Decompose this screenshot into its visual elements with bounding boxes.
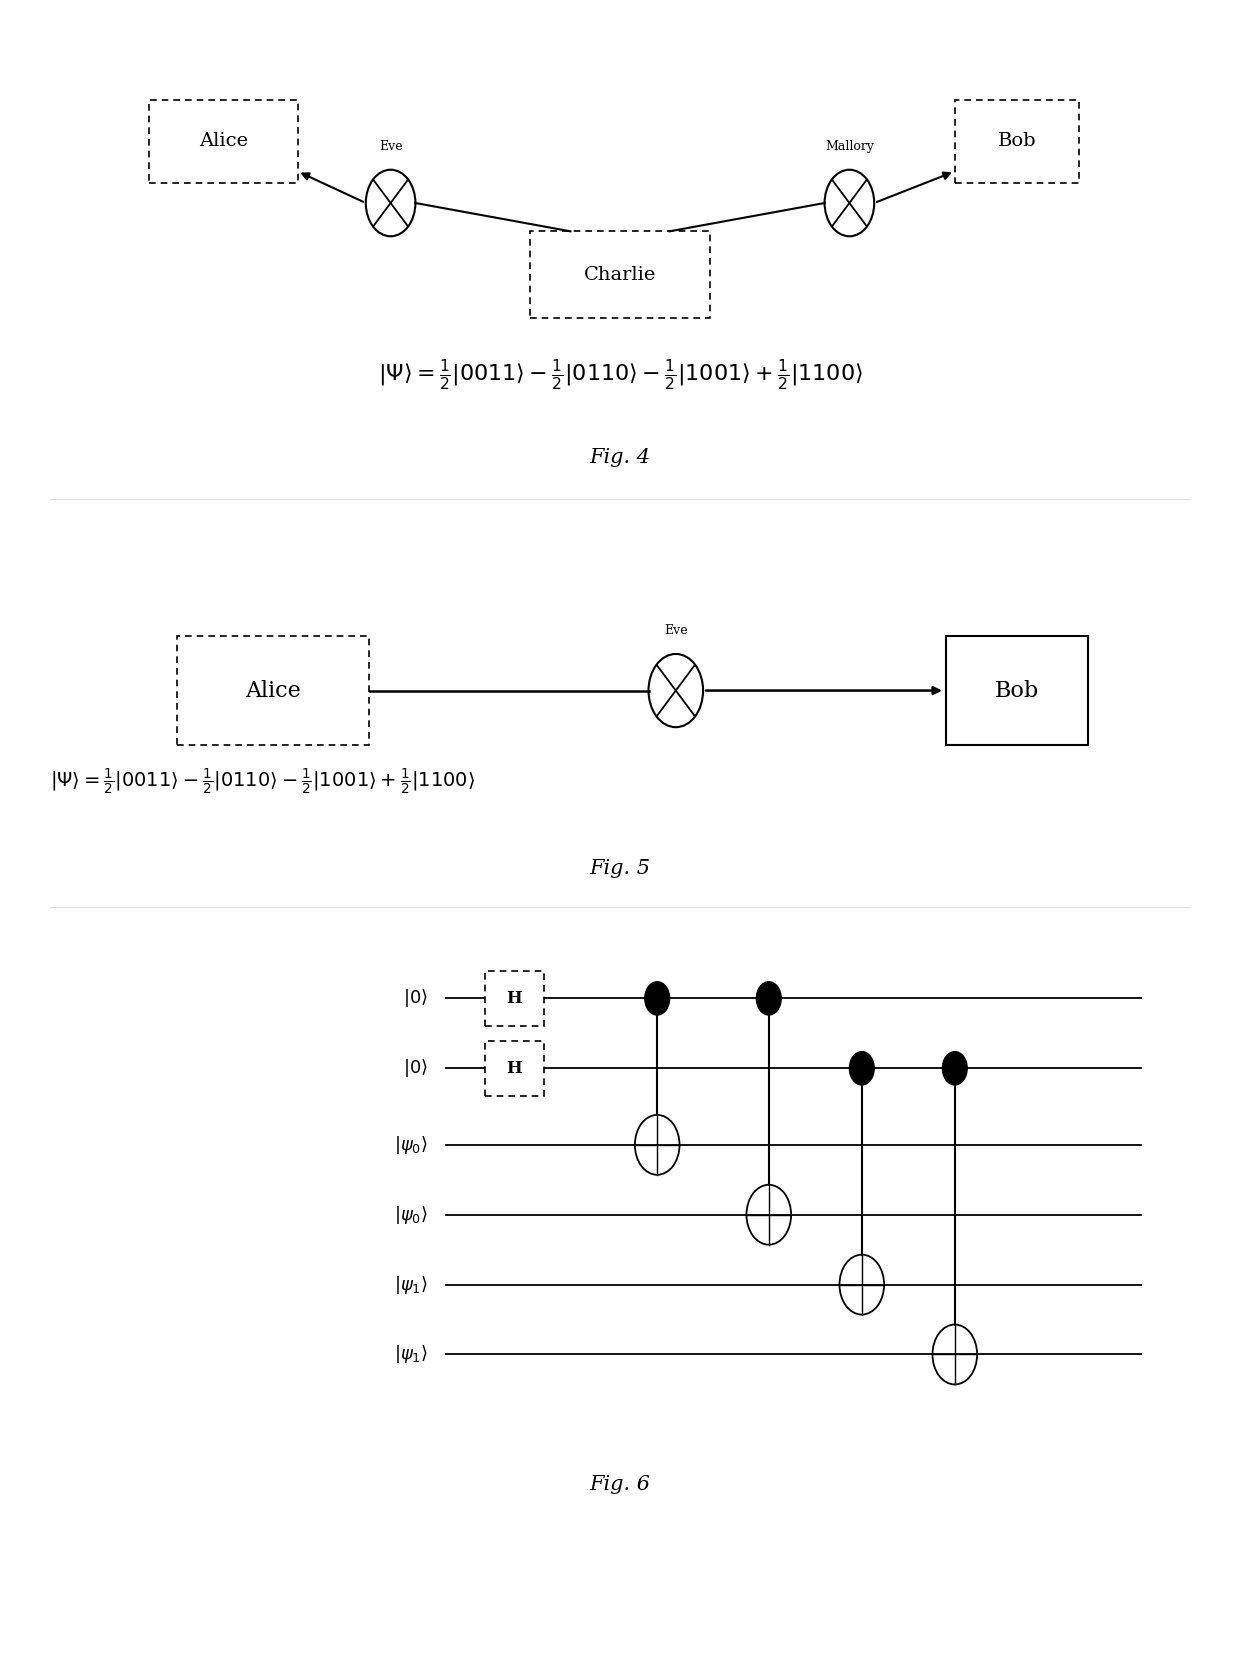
Text: $|\Psi\rangle = \frac{1}{2}|0011\rangle - \frac{1}{2}|0110\rangle - \frac{1}{2}|: $|\Psi\rangle = \frac{1}{2}|0011\rangle …: [377, 356, 863, 393]
Text: $|0\rangle$: $|0\rangle$: [403, 1057, 428, 1080]
Text: H: H: [507, 990, 522, 1007]
FancyBboxPatch shape: [955, 100, 1079, 183]
Text: Charlie: Charlie: [584, 266, 656, 283]
Text: Bob: Bob: [997, 133, 1037, 150]
Text: Fig. 4: Fig. 4: [589, 448, 651, 468]
FancyBboxPatch shape: [485, 972, 544, 1025]
Text: Eve: Eve: [378, 140, 403, 153]
Text: $|\Psi\rangle = \frac{1}{2}|0011\rangle - \frac{1}{2}|0110\rangle - \frac{1}{2}|: $|\Psi\rangle = \frac{1}{2}|0011\rangle …: [50, 767, 475, 797]
Text: H: H: [507, 1060, 522, 1077]
FancyBboxPatch shape: [531, 231, 709, 318]
Circle shape: [645, 982, 670, 1015]
Text: Alice: Alice: [246, 679, 300, 702]
Text: Eve: Eve: [663, 624, 688, 637]
Circle shape: [849, 1052, 874, 1085]
Circle shape: [942, 1052, 967, 1085]
Text: $|\psi_0\rangle$: $|\psi_0\rangle$: [394, 1133, 428, 1156]
FancyBboxPatch shape: [177, 636, 370, 745]
Text: Fig. 5: Fig. 5: [589, 859, 651, 879]
Text: Bob: Bob: [994, 679, 1039, 702]
FancyBboxPatch shape: [485, 1042, 544, 1095]
Circle shape: [756, 982, 781, 1015]
FancyBboxPatch shape: [149, 100, 298, 183]
Text: $|\psi_0\rangle$: $|\psi_0\rangle$: [394, 1203, 428, 1226]
Text: Fig. 6: Fig. 6: [589, 1474, 651, 1494]
Text: $|0\rangle$: $|0\rangle$: [403, 987, 428, 1010]
Text: $|\psi_1\rangle$: $|\psi_1\rangle$: [394, 1273, 428, 1296]
FancyBboxPatch shape: [945, 636, 1089, 745]
Text: Alice: Alice: [198, 133, 248, 150]
Text: $|\psi_1\rangle$: $|\psi_1\rangle$: [394, 1343, 428, 1366]
Text: Mallory: Mallory: [825, 140, 874, 153]
